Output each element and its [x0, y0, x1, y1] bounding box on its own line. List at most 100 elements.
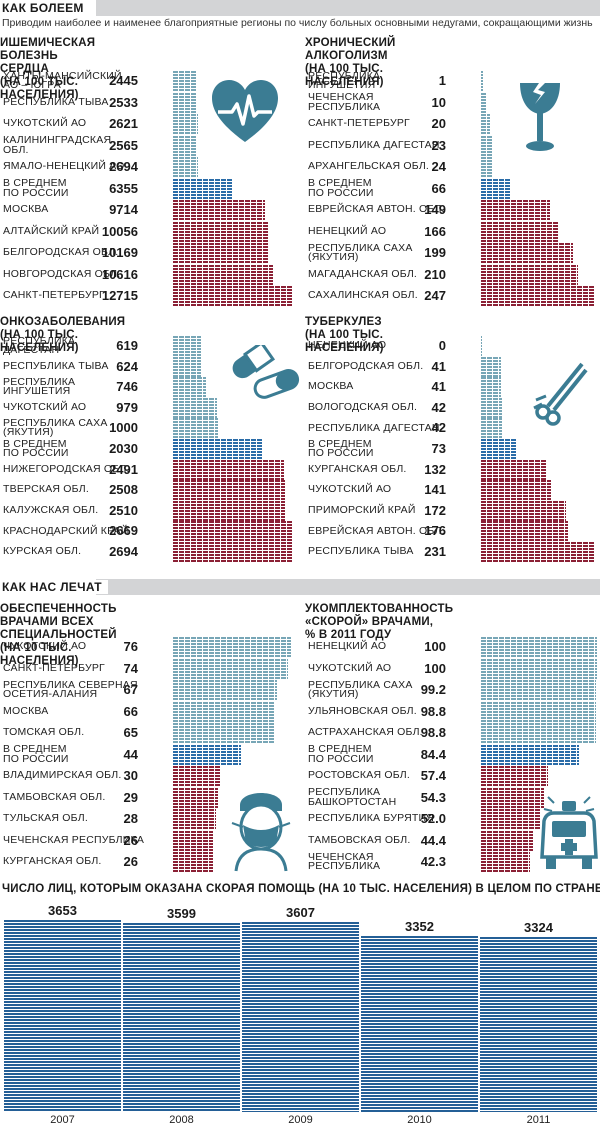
table-row: БЕЛГОРОДСКАЯ ОБЛ. 41	[305, 356, 600, 377]
value-label: 42	[431, 420, 446, 436]
value-label: 231	[424, 544, 446, 559]
region-label: РЕСПУБЛИКА ТЫВА	[3, 359, 109, 372]
value-label: 132	[424, 461, 446, 477]
table-row: АРХАНГЕЛЬСКАЯ ОБЛ. 24	[305, 157, 600, 177]
value-label: 172	[424, 502, 446, 518]
region-label: ВОЛОГОДСКАЯ ОБЛ.	[308, 401, 418, 414]
value-label: 20	[431, 116, 446, 131]
region-label: РЕСПУБЛИКА САХА (ЯКУТИЯ)	[308, 678, 413, 700]
bar	[481, 459, 546, 480]
alcohol-title: ХРОНИЧЕСКИЙ АЛКОГОЛИЗМ (НА 100 ТЫС. НАСЕ…	[305, 37, 396, 88]
region-label: ЧУКОТСКИЙ АО	[308, 483, 392, 496]
bar	[481, 830, 533, 851]
bar	[481, 397, 502, 418]
region-label: ЧУКОТСКИЙ АО	[3, 640, 87, 653]
table-row: В СРЕДНЕМ ПО РОССИИ 84.4	[305, 744, 600, 765]
table-row: НЕНЕЦКИЙ АО 100	[305, 637, 600, 657]
region-label: АСТРАХАНСКАЯ ОБЛ.	[308, 726, 423, 739]
bar	[481, 439, 517, 459]
bar	[481, 521, 568, 542]
value-label: 2510	[109, 502, 138, 518]
region-label: ТВЕРСКАЯ ОБЛ.	[3, 483, 89, 496]
table-row: ТУЛЬСКАЯ ОБЛ. 28	[0, 809, 300, 829]
table-row: ХАНТЫ-МАНСИЙСКИЙ АО – ЮГРА 2445	[0, 69, 300, 91]
value-label: 57.4	[420, 768, 446, 783]
region-label: РЕСПУБЛИКА ИНГУШЕТИЯ	[308, 69, 381, 91]
bar	[481, 852, 530, 872]
bar	[481, 157, 492, 177]
bar	[481, 744, 579, 765]
bar	[173, 157, 198, 177]
table-row: САНКТ-ПЕТЕРБУРГ 20	[305, 114, 600, 134]
table-row: НИЖЕГОРОДСКАЯ ОБЛ. 2491	[0, 459, 300, 480]
bar	[481, 787, 544, 808]
table-row: КАЛУЖСКАЯ ОБЛ. 2510	[0, 500, 300, 521]
value-label: 76	[123, 639, 138, 654]
year-label: 2007	[50, 1114, 75, 1126]
region-label: В СРЕДНЕМ ПО РОССИИ	[3, 177, 69, 199]
bar	[173, 723, 274, 743]
table-row: ЧУКОТСКИЙ АО 979	[0, 397, 300, 418]
table-row: РЕСПУБЛИКА СЕВЕРНАЯ ОСЕТИЯ-АЛАНИЯ 67	[0, 679, 300, 700]
value-label: 2533	[109, 94, 138, 110]
bar	[173, 542, 293, 562]
table-row: САНКТ-ПЕТЕРБУРГ 12715	[0, 286, 300, 306]
value-label: 176	[424, 523, 446, 539]
value-label: 65	[123, 725, 138, 740]
region-label: ХАНТЫ-МАНСИЙСКИЙ АО – ЮГРА	[3, 69, 122, 91]
table-row: ЕВРЕЙСКАЯ АВТОН. ОБЛ. 176	[305, 521, 600, 542]
year-label: 2010	[407, 1114, 432, 1126]
value-label: 24	[431, 159, 446, 174]
value-label: 9714	[109, 202, 138, 217]
table-row: РЕСПУБЛИКА ТЫВА 231	[305, 542, 600, 562]
table-row: МОСКВА 41	[305, 377, 600, 398]
value-label: 100	[424, 660, 446, 676]
value-label: 2621	[109, 116, 138, 131]
table-row: САНКТ-ПЕТЕРБУРГ 74	[0, 658, 300, 679]
region-label: ВЛАДИМИРСКАЯ ОБЛ.	[3, 769, 122, 782]
value-label: 0	[438, 338, 446, 353]
table-row: ТАМБОВСКАЯ ОБЛ. 29	[0, 787, 300, 808]
table-row: РЕСПУБЛИКА САХА (ЯКУТИЯ) 1000	[0, 418, 300, 439]
bar	[481, 637, 597, 657]
value-label: 26	[123, 832, 138, 848]
table-row: ЧУКОТСКИЙ АО 100	[305, 658, 600, 679]
intro-text: Приводим наиболее и наименее благоприятн…	[2, 17, 593, 29]
region-label: ЧУКОТСКИЙ АО	[308, 661, 392, 674]
bar	[173, 418, 218, 439]
table-row: РЕСПУБЛИКА САХА (ЯКУТИЯ) 199	[305, 242, 600, 263]
table-row: КРАСНОДАРСКИЙ КРАЙ 2669	[0, 521, 300, 542]
region-label: В СРЕДНЕМ ПО РОССИИ	[3, 743, 69, 765]
year-value-label: 3324	[524, 920, 553, 935]
value-label: 74	[123, 660, 138, 676]
table-row: ВОЛОГОДСКАЯ ОБЛ. 42	[305, 397, 600, 418]
bar	[173, 243, 269, 263]
table-row: ЕВРЕЙСКАЯ АВТОН. ОБЛ. 149	[305, 200, 600, 220]
bar	[173, 830, 213, 851]
year-bar	[242, 922, 359, 1112]
region-label: РЕСПУБЛИКА ИНГУШЕТИЯ	[3, 375, 76, 398]
region-label: В СРЕДНЕМ ПО РОССИИ	[308, 177, 374, 199]
table-row: РЕСПУБЛИКА САХА (ЯКУТИЯ) 99.2	[305, 678, 600, 700]
value-label: 624	[116, 358, 138, 374]
value-label: 42.3	[420, 854, 446, 869]
region-label: МОСКВА	[308, 380, 354, 393]
bar	[481, 114, 490, 134]
table-row: АСТРАХАНСКАЯ ОБЛ. 98.8	[305, 723, 600, 743]
value-label: 29	[123, 789, 138, 805]
value-label: 2694	[109, 159, 138, 174]
region-label: ТУЛЬСКАЯ ОБЛ.	[3, 812, 88, 825]
value-label: 84.4	[420, 746, 446, 762]
region-label: ЧУКОТСКИЙ АО	[3, 117, 87, 130]
ambulance-staff-title: УКОМПЛЕКТОВАННОСТЬ «СКОРОЙ» ВРАЧАМИ, % В…	[305, 603, 454, 641]
year-bar	[123, 923, 240, 1112]
region-label: МАГАДАНСКАЯ ОБЛ.	[308, 267, 418, 280]
table-row: ВЛАДИМИРСКАЯ ОБЛ. 30	[0, 766, 300, 786]
region-label: В СРЕДНЕМ ПО РОССИИ	[3, 437, 69, 459]
table-row: РЕСПУБЛИКА ИНГУШЕТИЯ 746	[0, 375, 300, 398]
region-label: ТАМБОВСКАЯ ОБЛ.	[3, 790, 106, 803]
table-row: В СРЕДНЕМ ПО РОССИИ 6355	[0, 177, 300, 199]
region-label: РЕСПУБЛИКА ДАГЕСТАН	[308, 421, 440, 434]
bar	[481, 766, 548, 786]
bar	[173, 356, 201, 377]
